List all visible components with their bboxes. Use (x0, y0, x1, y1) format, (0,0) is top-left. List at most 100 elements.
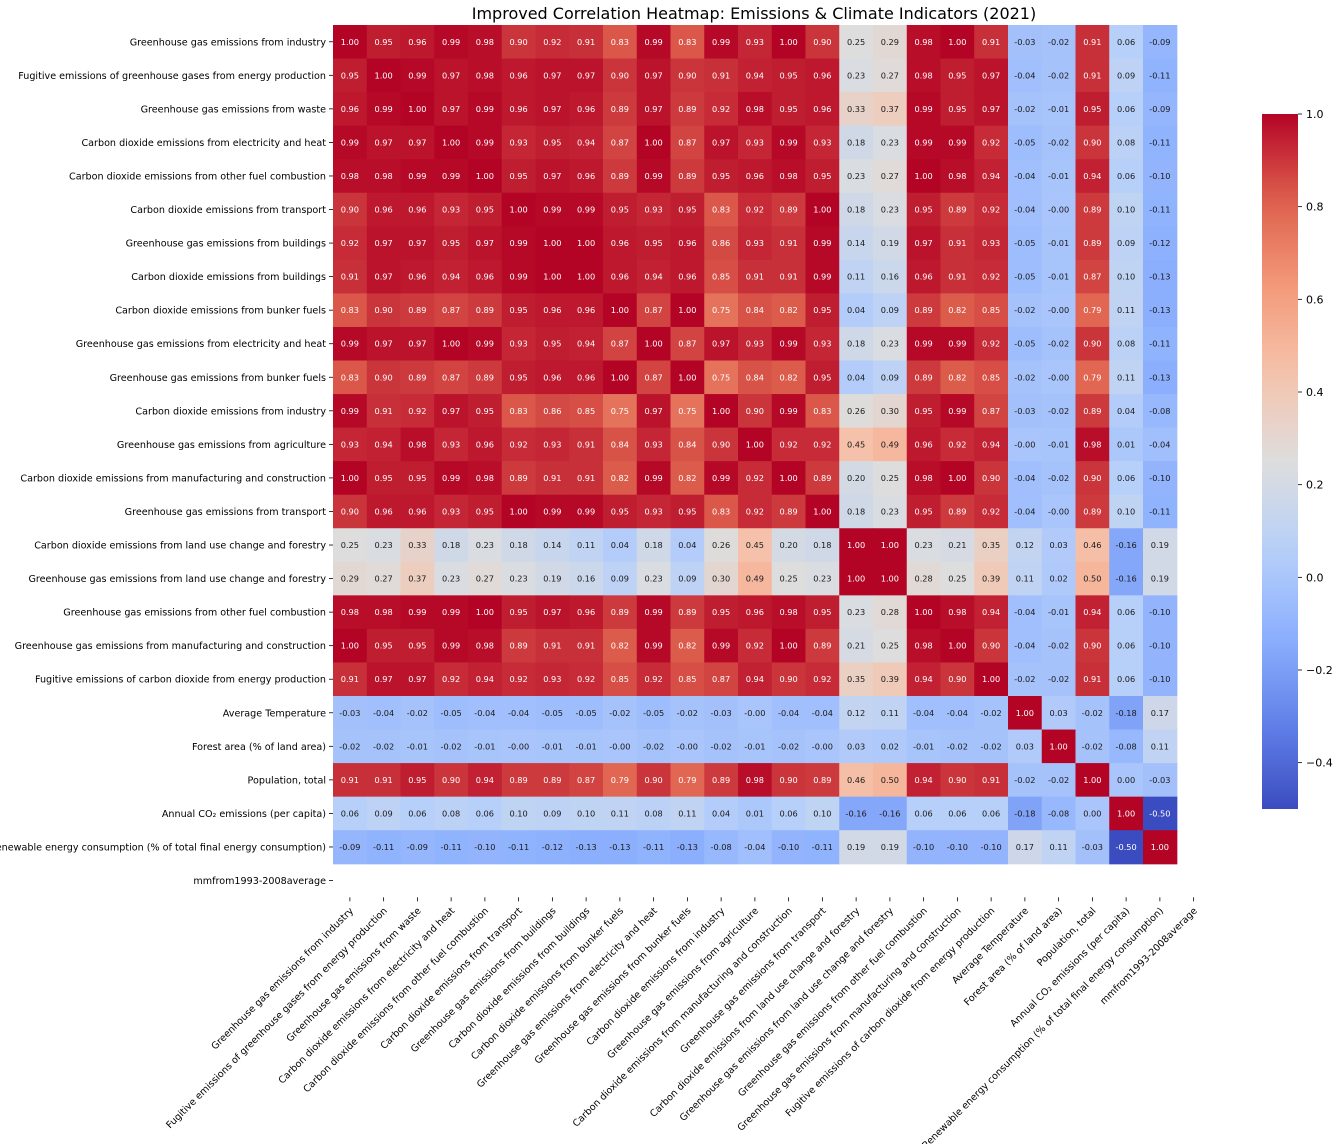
heatmap-cell-r3-c16 (873, 125, 908, 160)
heatmap-cell-r1-c19 (974, 58, 1009, 93)
heatmap-cell-r0-c20 (1008, 25, 1043, 60)
cell-label-r0-c1: 0.95 (375, 37, 393, 47)
cell-label-r3-c0: 0.99 (341, 137, 359, 147)
cell-label-r12-c16: 0.49 (881, 439, 899, 449)
cell-label-r24-c23: -0.50 (1116, 842, 1137, 852)
cell-label-r8-c3: 0.87 (442, 305, 460, 315)
cell-label-r3-c6: 0.95 (543, 137, 561, 147)
heatmap-cell-r24-c21 (1041, 830, 1077, 865)
cell-label-r0-c5: 0.90 (510, 37, 528, 47)
heatmap-cell-r5-c16 (873, 192, 908, 227)
cell-label-r10-c15: 0.04 (847, 372, 865, 382)
heatmap-cell-r13-c21 (1041, 461, 1077, 496)
cell-label-r1-c5: 0.96 (510, 70, 528, 80)
cell-label-r6-c22: 0.89 (1083, 238, 1101, 248)
heatmap-cell-r16-c7 (569, 561, 604, 596)
cell-label-r9-c12: 0.93 (746, 339, 764, 349)
cell-label-r13-c11: 0.99 (712, 473, 730, 483)
cell-label-r13-c12: 0.92 (746, 473, 764, 483)
cell-label-r8-c8: 1.00 (611, 305, 629, 315)
heatmap-cell-r4-c6 (535, 159, 570, 194)
cell-label-r16-c0: 0.29 (341, 574, 359, 584)
heatmap-cell-r11-c13 (771, 394, 807, 429)
cell-label-r15-c5: 0.18 (510, 540, 528, 550)
cell-label-r15-c24: 0.19 (1151, 540, 1169, 550)
heatmap-cell-r11-c8 (603, 394, 638, 429)
heatmap-cell-r6-c16 (873, 226, 908, 261)
cell-label-r13-c2: 0.95 (408, 473, 426, 483)
heatmap-cell-r1-c14 (805, 58, 840, 93)
heatmap-cell-r23-c21 (1041, 796, 1077, 831)
y-tick-label-renewable-energy-consumption-of-total-final-energy-consumption: Renewable energy consumption (% of total… (0, 842, 326, 853)
cell-label-r2-c21: -0.01 (1048, 104, 1069, 114)
y-tick-label-forest-area-of-land-area: Forest area (% of land area) (192, 742, 326, 753)
cell-label-r1-c12: 0.94 (746, 70, 764, 80)
heatmap-cell-r3-c21 (1041, 125, 1077, 160)
heatmap-cell-r23-c11 (704, 796, 739, 831)
cell-label-r12-c11: 0.90 (712, 439, 730, 449)
heatmap-cell-r13-c0 (333, 461, 368, 496)
heatmap-cell-r17-c17 (906, 595, 942, 630)
cell-label-r15-c17: 0.23 (915, 540, 933, 550)
cell-label-r14-c14: 1.00 (813, 506, 831, 516)
heatmap-cell-r8-c10 (670, 293, 705, 328)
heatmap-cell-r9-c0 (333, 326, 368, 362)
cell-label-r12-c2: 0.98 (408, 439, 426, 449)
cell-label-r10-c1: 0.90 (375, 372, 393, 382)
heatmap-cell-r13-c22 (1075, 461, 1110, 496)
y-tick-label-greenhouse-gas-emissions-from-electricity-and-heat: Greenhouse gas emissions from electricit… (76, 339, 327, 350)
heatmap-cell-r11-c20 (1008, 394, 1043, 429)
y-tick-label-greenhouse-gas-emissions-from-agriculture: Greenhouse gas emissions from agricultur… (117, 440, 326, 451)
heatmap-cell-r17-c12 (738, 595, 773, 630)
heatmap-cell-r16-c1 (366, 561, 402, 596)
cell-label-r5-c3: 0.93 (442, 205, 460, 215)
heatmap-cell-r24-c18 (940, 830, 975, 865)
heatmap-cell-r6-c20 (1008, 226, 1043, 261)
heatmap-cell-r8-c4 (468, 293, 503, 328)
heatmap-cell-r11-c22 (1075, 394, 1110, 429)
cell-label-r10-c6: 0.96 (543, 372, 561, 382)
cell-label-r18-c12: 0.92 (746, 641, 764, 651)
heatmap-cell-r24-c14 (805, 830, 840, 865)
cell-label-r0-c9: 0.99 (645, 37, 663, 47)
y-tick-label-greenhouse-gas-emissions-from-waste: Greenhouse gas emissions from waste (141, 104, 326, 115)
cell-label-r24-c5: -0.11 (508, 842, 529, 852)
heatmap-cell-r10-c23 (1109, 360, 1144, 395)
cell-label-r6-c6: 1.00 (543, 238, 561, 248)
cell-label-r5-c20: -0.04 (1014, 205, 1035, 215)
cell-label-r0-c19: 0.91 (982, 37, 1000, 47)
heatmap-cell-r0-c21 (1041, 25, 1077, 60)
heatmap-cell-r3-c20 (1008, 125, 1043, 160)
cell-label-r12-c17: 0.96 (915, 439, 933, 449)
heatmap-cell-r6-c8 (603, 226, 638, 261)
heatmap-cell-r2-c10 (670, 92, 705, 127)
heatmap-cell-r20-c5 (501, 696, 537, 731)
cell-label-r17-c15: 0.23 (847, 607, 865, 617)
heatmap-cell-r15-c10 (670, 528, 705, 563)
cell-label-r16-c21: 0.02 (1050, 574, 1068, 584)
heatmap-cell-r19-c4 (468, 662, 503, 697)
heatmap-cell-r11-c16 (873, 394, 908, 429)
cell-label-r15-c11: 0.26 (712, 540, 730, 550)
heatmap-cell-r1-c11 (704, 58, 739, 93)
cell-label-r22-c22: 1.00 (1083, 775, 1101, 785)
cell-label-r6-c7: 1.00 (577, 238, 595, 248)
heatmap-cell-r6-c24 (1143, 226, 1178, 261)
cell-label-r21-c12: -0.01 (744, 741, 765, 751)
heatmap-cell-r17-c18 (940, 595, 975, 630)
cell-label-r21-c5: -0.00 (508, 741, 529, 751)
heatmap-cell-r15-c22 (1075, 528, 1110, 563)
heatmap-cell-r19-c8 (603, 662, 638, 697)
cell-label-r20-c15: 0.12 (847, 708, 865, 718)
cell-label-r9-c6: 0.95 (543, 339, 561, 349)
cell-label-r23-c15: -0.16 (846, 808, 867, 818)
cell-label-r18-c0: 1.00 (341, 641, 359, 651)
cell-label-r3-c18: 0.99 (948, 137, 966, 147)
heatmap-cell-r1-c8 (603, 58, 638, 93)
heatmap-cell-r11-c15 (839, 394, 874, 429)
heatmap-cell-r13-c9 (636, 461, 672, 496)
cell-label-r19-c2: 0.97 (408, 674, 426, 684)
heatmap-cell-r5-c15 (839, 192, 874, 227)
heatmap-cell-r18-c2 (400, 628, 435, 664)
heatmap-cell-r5-c14 (805, 192, 840, 227)
